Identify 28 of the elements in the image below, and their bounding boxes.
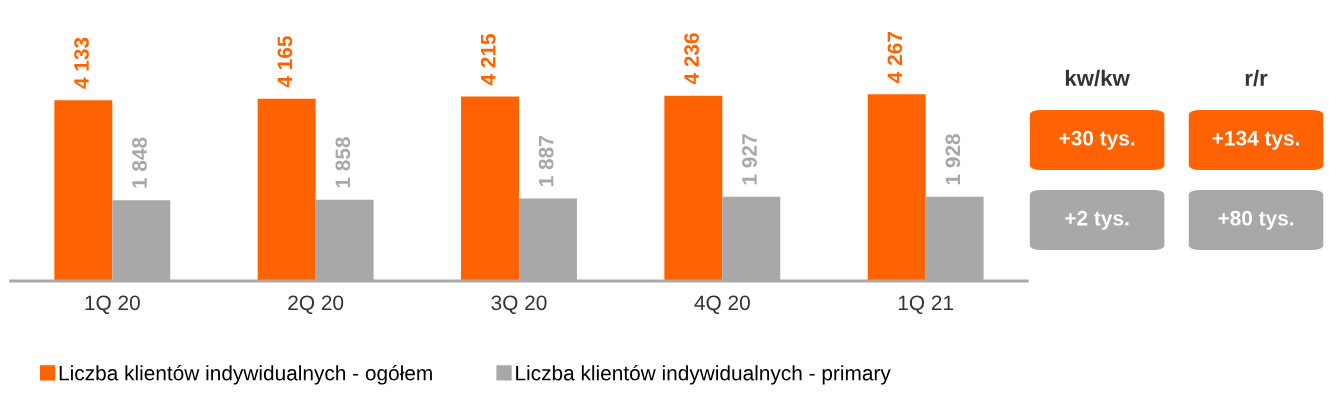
bar [664,95,723,281]
data-label: 4 165 [277,36,293,88]
x-tick-label: 4Q 20 [694,295,750,314]
data-label: 4 236 [684,33,699,85]
data-label: 1 927 [742,134,757,185]
data-label: 4 133 [74,37,89,89]
data-label: 1 858 [335,137,351,188]
data-label: 4 215 [480,33,496,86]
x-tick-label: 1Q 20 [85,295,140,314]
x-tick-label: 3Q 20 [491,295,547,314]
data-label: 1 887 [538,136,554,187]
legend-label: Liczba klientów indywidualnych - primary [516,364,891,385]
bar [54,100,113,281]
text: +134 tys. [1212,130,1299,150]
data-label: 1 928 [945,134,961,185]
text: +2 tys. [1065,210,1129,230]
category-label: r/r [1245,69,1268,87]
data-label: 1 848 [132,137,147,188]
x-tick-label: 1Q 21 [898,295,954,314]
bar [867,94,926,281]
bar [257,98,316,281]
data-label: 4 267 [887,32,903,83]
text: +30 tys. [1059,130,1135,150]
legend-label: Liczba klientów indywidualnych - ogółem [59,364,432,385]
category-label: kw/kw [1065,69,1130,87]
text: +80 tys. [1218,210,1294,230]
bar [461,96,519,281]
x-tick-label: 2Q 20 [288,295,344,314]
